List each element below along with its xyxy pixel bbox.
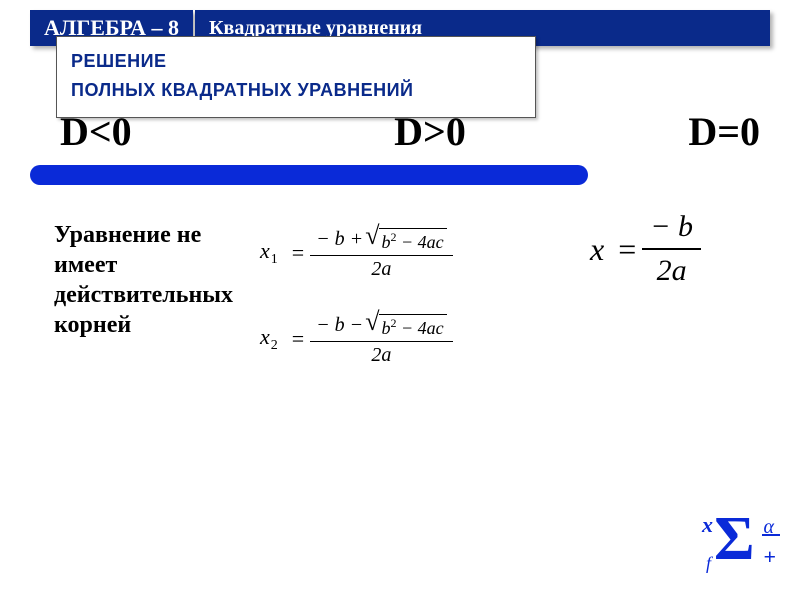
case-d-eq-0: D=0	[688, 108, 760, 155]
x1-sub: 1	[271, 252, 278, 267]
formula-x1: x1 = − b + √ b2 − 4ac 2a	[260, 225, 560, 281]
formula-x: x = − b 2a	[590, 210, 790, 288]
x1-numerator: − b + √ b2 − 4ac	[310, 225, 452, 256]
deco-x: x	[702, 512, 713, 538]
x1-fraction: − b + √ b2 − 4ac 2a	[310, 225, 452, 281]
x2-numerator: − b − √ b2 − 4ac	[310, 311, 452, 342]
x1-sqrt-body: b2 − 4ac	[379, 228, 446, 253]
subheader-box: РЕШЕНИЕ ПОЛНЫХ КВАДРАТНЫХ УРАВНЕНИЙ	[56, 36, 536, 118]
x2-sqrt: √ b2 − 4ac	[365, 311, 446, 339]
x2-sqrt-body: b2 − 4ac	[379, 314, 446, 339]
deco-plus: +	[763, 544, 776, 570]
deco-line	[762, 534, 780, 536]
case-d-lt-0: D<0	[60, 108, 132, 155]
x-numerator: − b	[642, 210, 701, 250]
x1-denominator: 2a	[371, 256, 391, 281]
x-eq: =	[618, 231, 636, 268]
deco-f: f	[706, 553, 711, 574]
x1-eq: =	[292, 240, 304, 266]
x-var: x	[590, 231, 604, 268]
x-denominator: 2a	[657, 250, 687, 288]
sigma-icon: Σ	[714, 504, 755, 575]
no-real-roots-text: Уравнение не имеет действительных корней	[54, 220, 224, 340]
x1-sqrt: √ b2 − 4ac	[365, 225, 446, 253]
single-root-formula: x = − b 2a	[590, 210, 790, 318]
x2-eq: =	[292, 326, 304, 352]
x1-num-prefix: − b +	[316, 228, 363, 251]
sqrt-sign-icon: √	[365, 227, 379, 245]
x2-var: x	[260, 324, 270, 349]
x1-var: x	[260, 238, 270, 263]
x2-sub: 2	[271, 338, 278, 353]
x2-fraction: − b − √ b2 − 4ac 2a	[310, 311, 452, 367]
math-decoration-icon: x α Σ f +	[700, 510, 780, 580]
x-fraction: − b 2a	[642, 210, 701, 288]
x2-denominator: 2a	[371, 342, 391, 367]
two-roots-formulas: x1 = − b + √ b2 − 4ac 2a x2 = − b − √ b2…	[260, 225, 560, 397]
x2-num-prefix: − b −	[316, 314, 363, 337]
subheader-line1: РЕШЕНИЕ	[71, 47, 521, 76]
formula-x2: x2 = − b − √ b2 − 4ac 2a	[260, 311, 560, 367]
case-d-gt-0: D>0	[394, 108, 466, 155]
sqrt-sign-icon: √	[365, 313, 379, 331]
discriminant-cases: D<0 D>0 D=0	[60, 108, 760, 155]
divider-bar	[30, 165, 588, 185]
subheader-line2: ПОЛНЫХ КВАДРАТНЫХ УРАВНЕНИЙ	[71, 76, 521, 105]
